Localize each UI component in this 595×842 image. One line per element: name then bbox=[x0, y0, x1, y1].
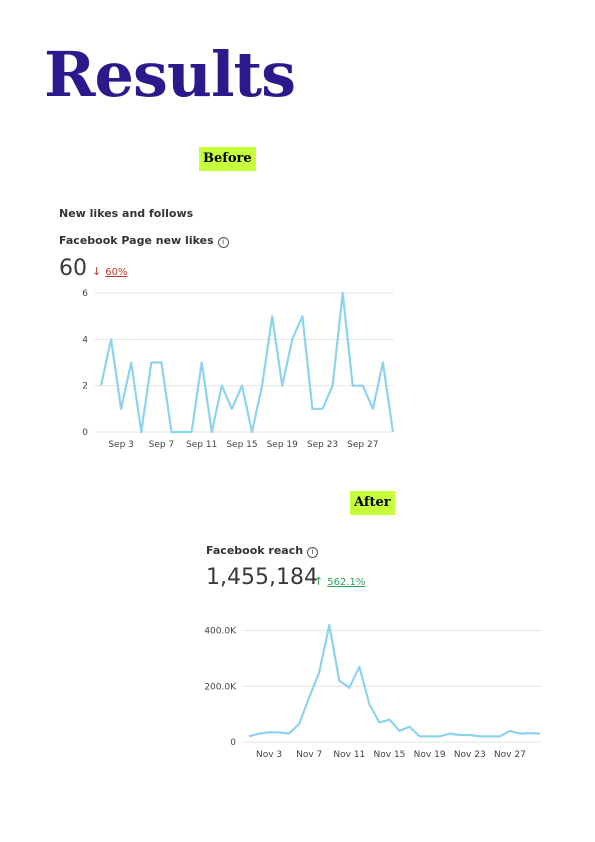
x-tick-label: Sep 11 bbox=[186, 440, 217, 450]
info-icon[interactable]: i bbox=[217, 237, 229, 248]
section-label: New likes and follows bbox=[59, 207, 194, 220]
after-tag: After bbox=[350, 491, 395, 515]
info-icon[interactable]: i bbox=[307, 547, 319, 558]
metric-label-before: Facebook Page new likes i bbox=[59, 234, 229, 248]
y-tick-label: 0 bbox=[230, 738, 236, 748]
metric-label-after: Facebook reach i bbox=[206, 544, 319, 558]
metric-value-before: 60 bbox=[59, 256, 87, 281]
delta-percent[interactable]: 60% bbox=[105, 267, 128, 278]
arrow-up-icon: ↑ bbox=[314, 575, 324, 588]
y-tick-label: 6 bbox=[82, 289, 88, 299]
x-tick-label: Nov 23 bbox=[454, 750, 486, 760]
series-line bbox=[248, 623, 541, 738]
x-tick-label: Sep 3 bbox=[108, 440, 134, 450]
y-tick-label: 400.0K bbox=[204, 627, 237, 637]
arrow-down-icon: ↓ bbox=[92, 265, 102, 278]
x-tick-label: Sep 19 bbox=[267, 440, 299, 450]
delta-percent[interactable]: 562.1% bbox=[327, 577, 366, 588]
x-tick-label: Nov 15 bbox=[374, 750, 406, 760]
metric-label-text: Facebook Page new likes bbox=[59, 234, 214, 247]
x-tick-label: Sep 27 bbox=[347, 440, 378, 450]
x-tick-label: Sep 23 bbox=[307, 440, 338, 450]
x-tick-label: Nov 19 bbox=[414, 750, 446, 760]
y-tick-label: 4 bbox=[82, 335, 88, 345]
x-tick-label: Nov 7 bbox=[296, 750, 322, 760]
delta-after: ↑ 562.1% bbox=[314, 575, 365, 588]
before-tag: Before bbox=[199, 147, 256, 171]
page-title: Results bbox=[44, 38, 296, 111]
x-tick-label: Sep 7 bbox=[149, 440, 175, 450]
y-tick-label: 2 bbox=[82, 382, 88, 392]
y-tick-label: 200.0K bbox=[204, 682, 237, 692]
series-line bbox=[99, 291, 395, 434]
x-tick-label: Nov 3 bbox=[256, 750, 282, 760]
x-tick-label: Sep 15 bbox=[226, 440, 257, 450]
metric-label-text: Facebook reach bbox=[206, 544, 304, 557]
y-tick-label: 0 bbox=[82, 428, 88, 438]
x-tick-label: Nov 27 bbox=[494, 750, 526, 760]
metric-value-after: 1,455,184 bbox=[206, 565, 318, 590]
x-tick-label: Nov 11 bbox=[333, 750, 365, 760]
delta-before: ↓ 60% bbox=[92, 265, 127, 278]
